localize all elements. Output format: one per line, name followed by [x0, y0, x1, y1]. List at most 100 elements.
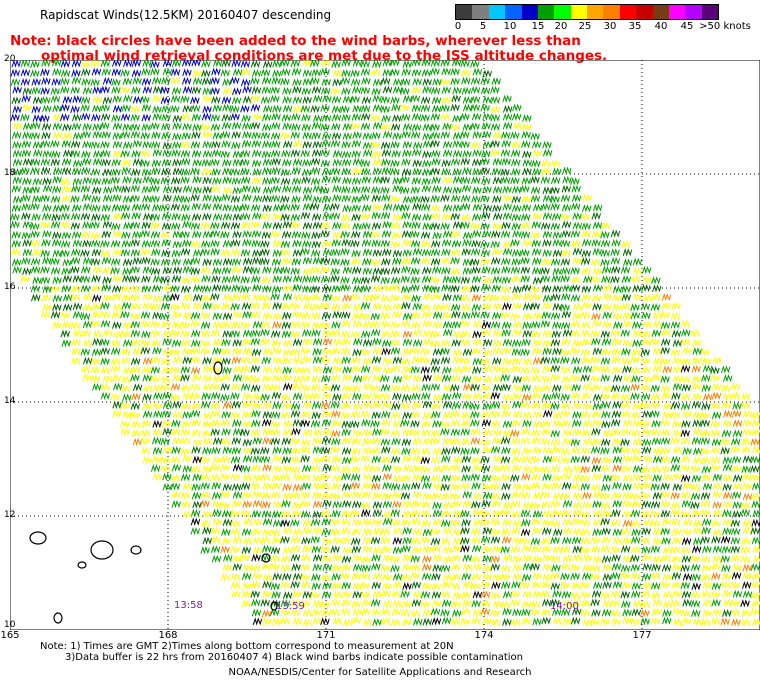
wind-barb [172, 166, 183, 176]
wind-barb [492, 364, 502, 374]
wind-barb [212, 202, 223, 211]
wind-barb [601, 302, 612, 312]
wind-barb [162, 184, 173, 194]
wind-barb [181, 338, 191, 347]
wind-barb [581, 238, 592, 247]
wind-barb [670, 491, 680, 500]
wind-barb [190, 319, 200, 328]
wind-barb [282, 184, 292, 194]
wind-barb [192, 175, 202, 184]
wind-barb [282, 220, 292, 229]
wind-barb [581, 284, 591, 294]
wind-barb [641, 527, 651, 536]
wind-barb [180, 373, 190, 383]
wind-barb [531, 428, 541, 437]
wind-barb [470, 383, 480, 392]
wind-barb [530, 132, 540, 141]
wind-barb [690, 554, 700, 564]
wind-barb [192, 500, 202, 509]
wind-barb [261, 374, 272, 383]
wind-barb [341, 555, 352, 564]
wind-barb [242, 491, 252, 500]
wind-barb [252, 490, 262, 499]
wind-barb [681, 419, 691, 429]
wind-barb [361, 221, 371, 231]
wind-barb [232, 347, 242, 356]
wind-barb [652, 527, 663, 536]
wind-barb [242, 446, 252, 455]
wind-barb [622, 365, 632, 374]
wind-barb [30, 257, 41, 266]
wind-barb [260, 320, 271, 329]
wind-barb [681, 554, 692, 564]
wind-barb [60, 249, 70, 258]
wind-barb [181, 419, 191, 429]
wind-barb [331, 572, 341, 582]
wind-barb [101, 176, 111, 186]
wind-barb [600, 446, 610, 455]
wind-barb [752, 544, 760, 554]
wind-barb [270, 582, 280, 591]
wind-barb [541, 159, 551, 168]
wind-barb [270, 608, 280, 617]
wind-barb [202, 411, 213, 420]
wind-barb [670, 455, 681, 464]
wind-barb [702, 609, 712, 618]
wind-barb [580, 510, 591, 519]
wind-barb [31, 248, 42, 257]
wind-barb [162, 445, 172, 454]
wind-barb [611, 617, 621, 626]
wind-barb [591, 589, 602, 599]
wind-barb [351, 616, 361, 625]
wind-barb [90, 374, 100, 384]
wind-barb [613, 320, 623, 330]
wind-barb [451, 572, 461, 582]
wind-barb [61, 177, 71, 186]
wind-barb [402, 526, 412, 536]
wind-barb [422, 329, 433, 338]
wind-barb [292, 239, 302, 248]
wind-barb [450, 67, 460, 76]
wind-barb [431, 96, 442, 105]
wind-barb [480, 535, 491, 544]
wind-barb [392, 213, 402, 222]
wind-barb [160, 275, 170, 285]
wind-barb [511, 510, 521, 519]
wind-barb [501, 221, 511, 230]
wind-barb [322, 391, 332, 401]
wind-barb [481, 211, 491, 220]
wind-barb [742, 590, 753, 599]
wind-barb [450, 212, 460, 221]
wind-barb [441, 537, 451, 546]
wind-barb [442, 203, 453, 213]
wind-barb [630, 383, 640, 392]
wind-barb [531, 391, 541, 401]
wind-barb [480, 166, 490, 176]
wind-barb [311, 121, 322, 130]
wind-barb [431, 410, 441, 419]
wind-barb [190, 517, 201, 526]
wind-barb [552, 302, 562, 312]
wind-barb [451, 320, 462, 329]
wind-barb [290, 320, 300, 329]
wind-barb [661, 563, 672, 573]
wind-barb [392, 464, 402, 474]
wind-barb [541, 311, 551, 320]
wind-barb [592, 555, 602, 564]
wind-barb [151, 159, 162, 168]
wind-barb [542, 211, 553, 221]
wind-barb [460, 509, 470, 518]
wind-barb [521, 393, 532, 402]
wind-barb [251, 348, 262, 357]
wind-barb [690, 483, 701, 492]
wind-barb [130, 113, 140, 122]
wind-barb [602, 473, 612, 483]
wind-barb [402, 140, 412, 149]
wind-barb [330, 257, 340, 266]
wind-barb [510, 149, 521, 158]
wind-barb [652, 284, 662, 293]
wind-barb [222, 446, 232, 455]
wind-barb [310, 248, 321, 258]
wind-barb [531, 580, 542, 590]
wind-barb [342, 546, 352, 555]
